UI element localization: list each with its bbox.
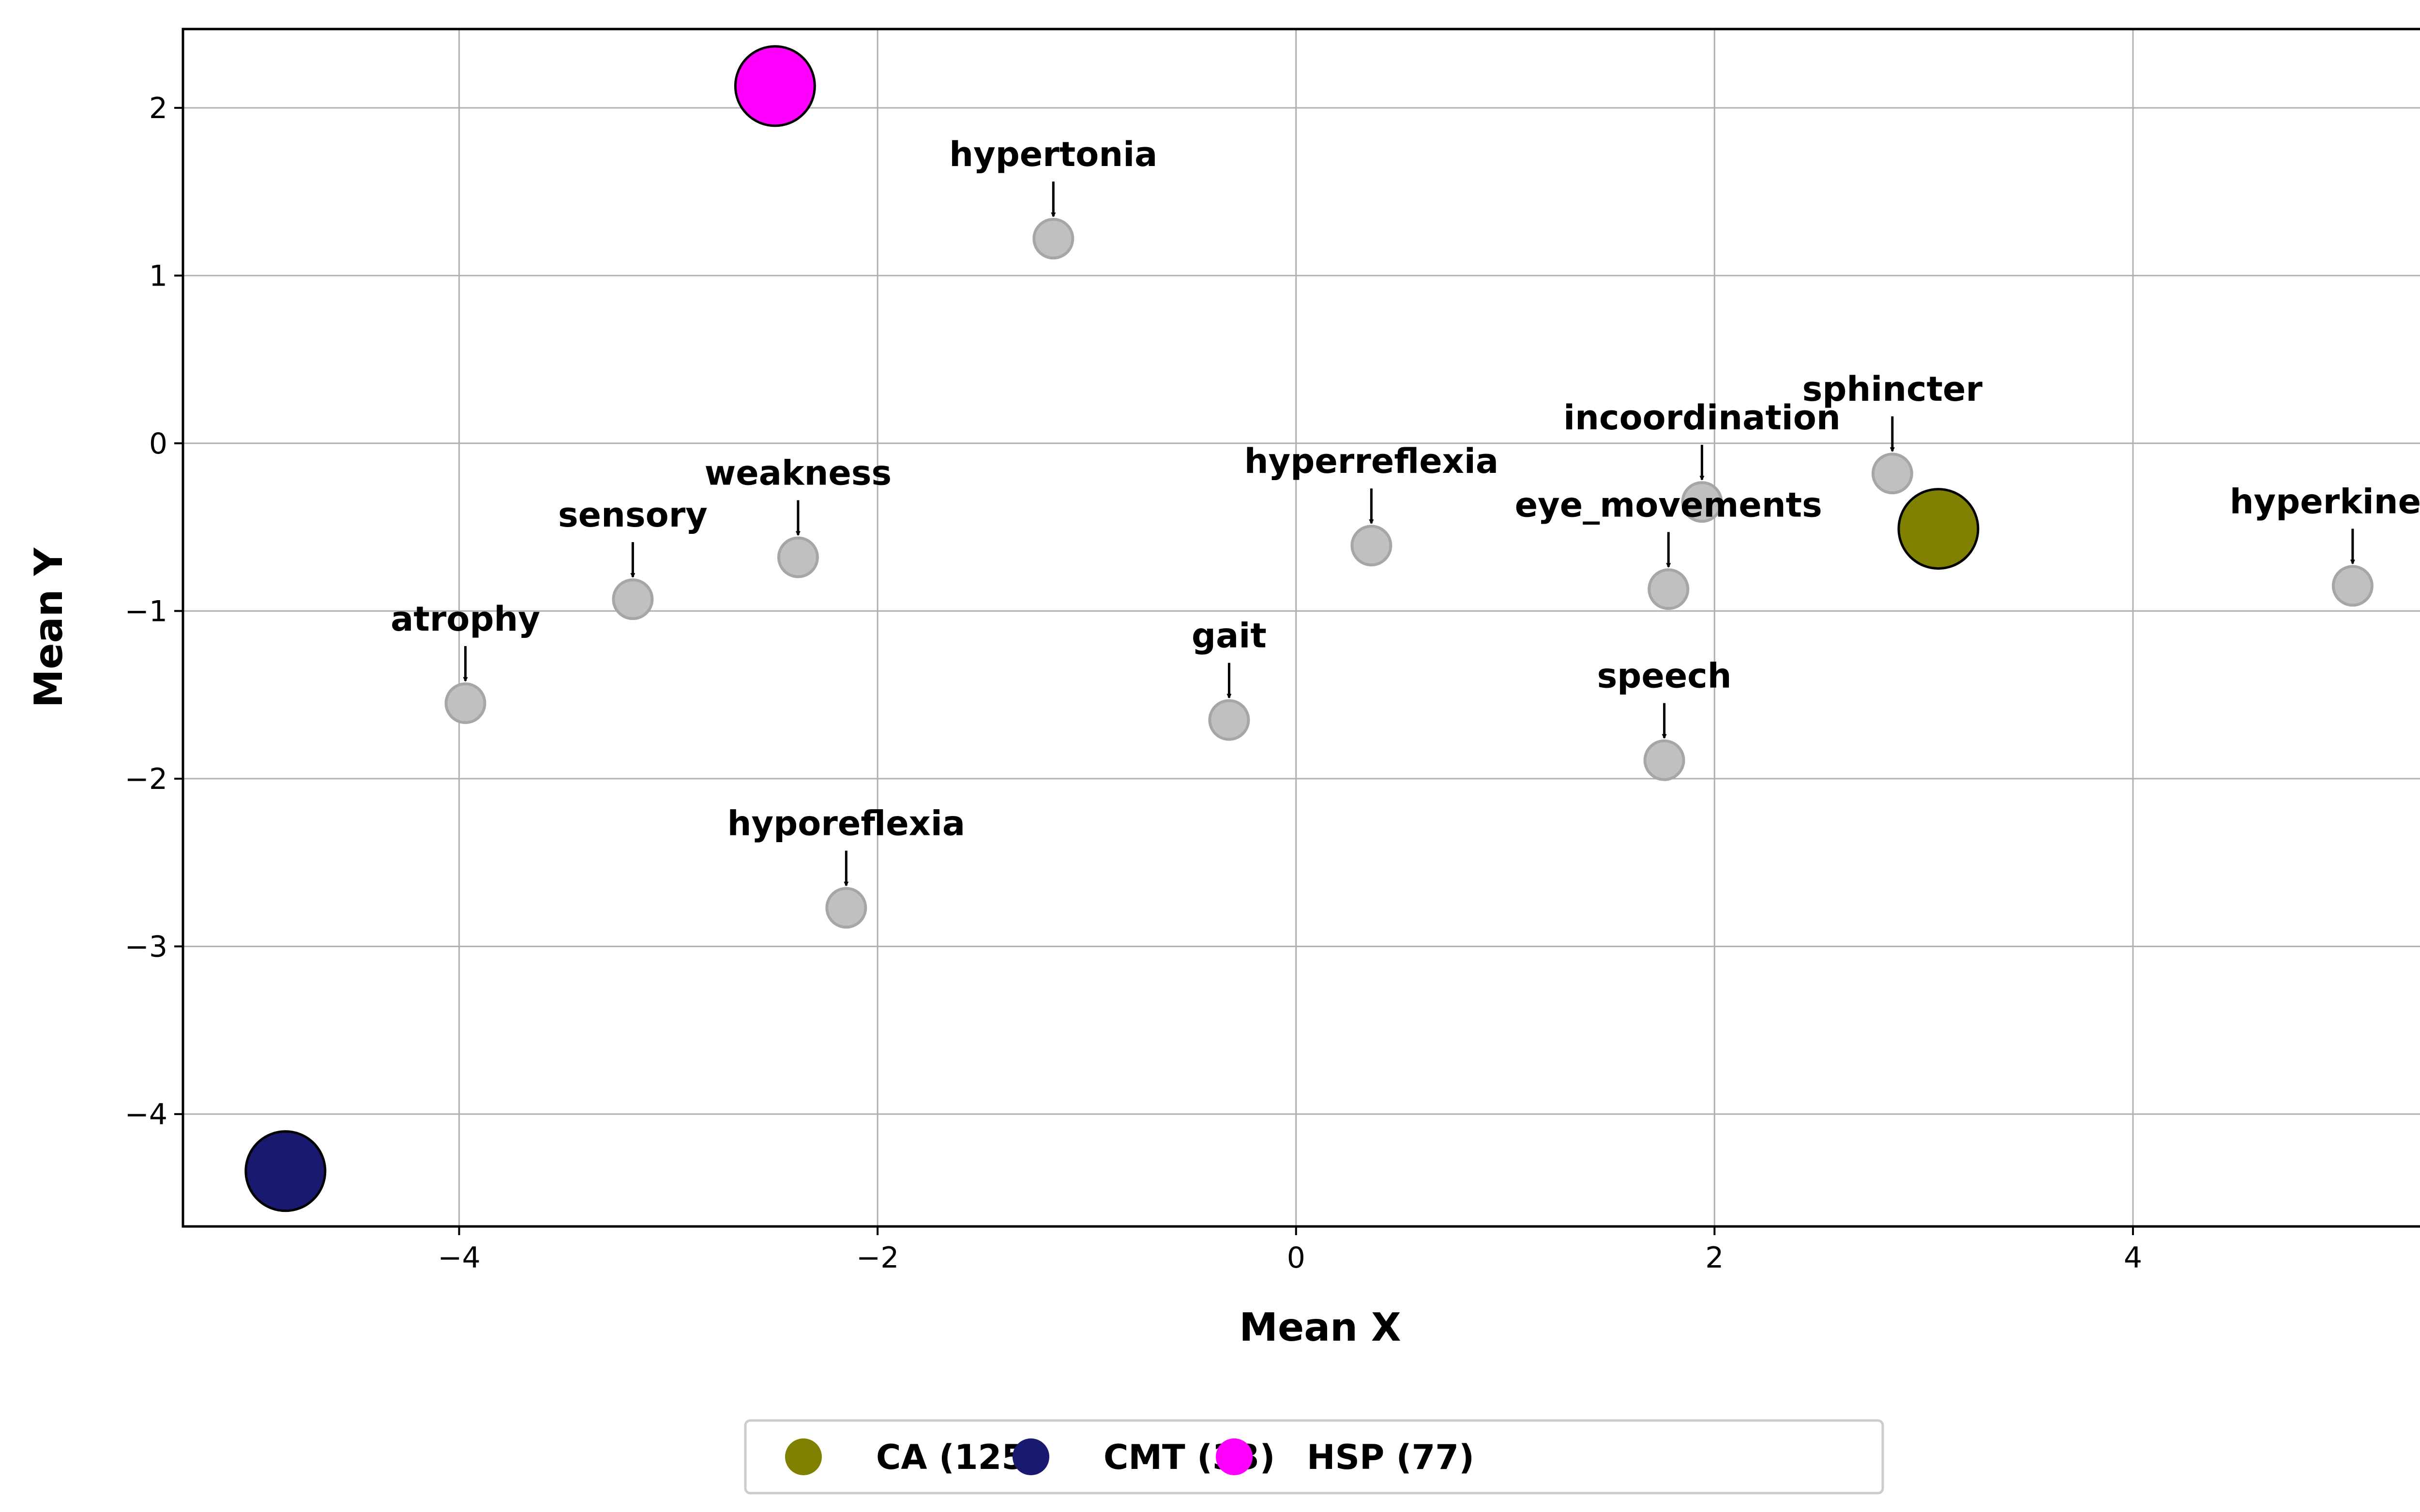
y-tick-label: −2 bbox=[125, 762, 167, 796]
x-tick-label: −2 bbox=[856, 1241, 899, 1275]
legend-marker bbox=[1013, 1438, 1049, 1475]
symptom-label: speech bbox=[1597, 656, 1732, 696]
x-tick-label: 2 bbox=[1705, 1241, 1724, 1275]
symptom-point bbox=[1871, 453, 1913, 495]
symptom-point bbox=[777, 536, 819, 578]
symptom-label: sensory bbox=[558, 495, 708, 535]
x-axis-label: Mean X bbox=[1239, 1305, 1401, 1350]
symptom-label: incoordination bbox=[1563, 398, 1841, 438]
symptom-label: weakness bbox=[705, 453, 892, 493]
y-tick-label: 1 bbox=[149, 259, 167, 293]
y-tick-label: −1 bbox=[125, 594, 167, 628]
symptom-label: hypertonia bbox=[949, 135, 1157, 174]
symptom-label: atrophy bbox=[391, 599, 540, 639]
legend-marker bbox=[785, 1438, 822, 1475]
group-centroid bbox=[1897, 488, 1980, 570]
symptom-point bbox=[1032, 218, 1074, 260]
symptom-point bbox=[825, 887, 867, 929]
grid bbox=[183, 29, 2420, 1226]
group-centroid bbox=[734, 45, 816, 127]
symptom-point bbox=[1208, 699, 1250, 741]
legend: CA (125) CMT (33) HSP (77) bbox=[744, 1419, 1884, 1495]
group-centroid bbox=[244, 1130, 327, 1212]
symptom-label: hyperreflexia bbox=[1244, 441, 1498, 481]
symptom-point bbox=[1643, 739, 1685, 781]
x-tick-label: 4 bbox=[2124, 1241, 2142, 1275]
symptom-point bbox=[1681, 481, 1723, 523]
y-tick-label: 0 bbox=[149, 427, 167, 461]
symptom-point bbox=[612, 578, 654, 620]
x-tick-label: 0 bbox=[1287, 1241, 1305, 1275]
symptom-label: hyporeflexia bbox=[727, 804, 965, 844]
plot-frame bbox=[182, 28, 2420, 1228]
y-tick-label: 2 bbox=[149, 91, 167, 125]
symptom-label: eye_movements bbox=[1515, 485, 1822, 525]
symptom-point bbox=[2331, 565, 2374, 607]
y-axis-label: Mean Y bbox=[26, 547, 71, 708]
x-tick-label: −4 bbox=[438, 1241, 480, 1275]
legend-marker bbox=[1216, 1438, 1253, 1475]
symptom-point bbox=[444, 682, 486, 724]
y-tick-label: −3 bbox=[125, 930, 167, 964]
legend-entry: HSP (77) bbox=[1307, 1437, 1474, 1477]
axes: −4 −2 0 2 4 −4 −3 −2 −1 0 1 2 bbox=[125, 91, 2142, 1275]
symptom-point bbox=[1350, 525, 1392, 567]
symptom-label: sphincter bbox=[1802, 369, 1983, 409]
symptom-label: hyperkinesia bbox=[2230, 482, 2420, 521]
y-tick-label: −4 bbox=[125, 1098, 167, 1132]
symptom-label: gait bbox=[1192, 616, 1267, 656]
symptom-point bbox=[1648, 568, 1690, 610]
data-points bbox=[244, 45, 2374, 1212]
